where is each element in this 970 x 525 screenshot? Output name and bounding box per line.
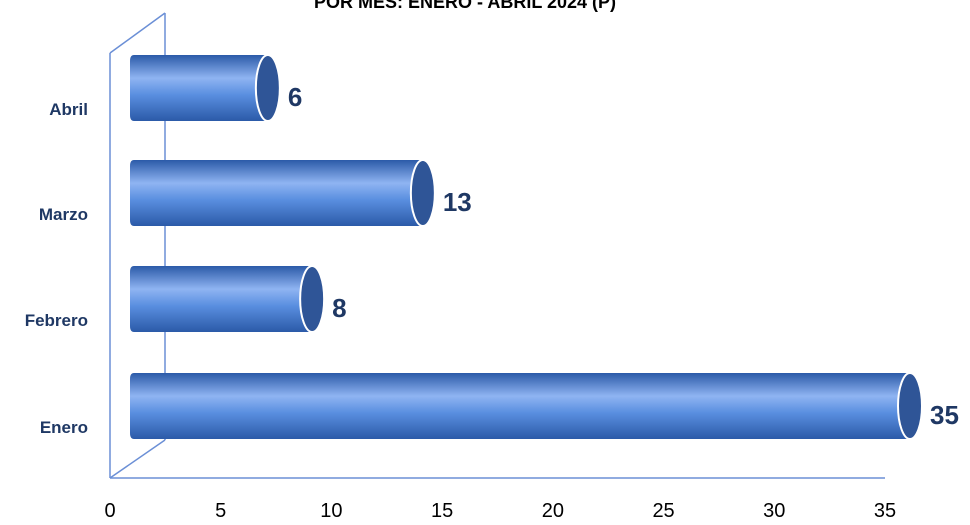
bar-abril <box>130 54 281 122</box>
bar-cap-marzo <box>409 159 436 227</box>
category-labels: Enero Febrero Marzo Abril <box>25 100 88 437</box>
bar-febrero <box>130 265 326 333</box>
x-tick-label-15: 15 <box>431 500 453 522</box>
value-label-abril: 6 <box>288 82 302 112</box>
bar-body-abril <box>130 55 268 121</box>
bar-body-febrero <box>130 266 313 332</box>
x-axis-tick-labels: 0 5 10 15 20 25 30 35 <box>104 500 896 522</box>
category-label-marzo: Marzo <box>39 205 88 224</box>
chart-title: POR MES: ENERO - ABRIL 2024 (P) <box>314 0 616 12</box>
bar-body-enero <box>130 373 910 439</box>
x-tick-label-0: 0 <box>104 500 115 522</box>
x-tick-label-20: 20 <box>542 500 564 522</box>
bar-enero <box>130 372 923 440</box>
value-label-enero: 35 <box>930 400 959 430</box>
bar-cap-abril <box>254 54 281 122</box>
x-tick-label-35: 35 <box>874 500 896 522</box>
bar-cap-febrero <box>299 265 326 333</box>
x-tick-label-25: 25 <box>652 500 674 522</box>
value-label-febrero: 8 <box>332 293 346 323</box>
x-tick-label-5: 5 <box>215 500 226 522</box>
bar-body-marzo <box>130 160 423 226</box>
bars <box>130 54 923 440</box>
x-tick-label-30: 30 <box>763 500 785 522</box>
value-labels: 35 8 13 6 <box>288 82 959 430</box>
bar-cap-enero <box>897 372 923 440</box>
bar-marzo <box>130 159 436 227</box>
category-label-enero: Enero <box>40 418 88 437</box>
category-label-febrero: Febrero <box>25 311 88 330</box>
category-label-abril: Abril <box>49 100 88 119</box>
x-tick-label-10: 10 <box>320 500 342 522</box>
value-label-marzo: 13 <box>443 187 472 217</box>
